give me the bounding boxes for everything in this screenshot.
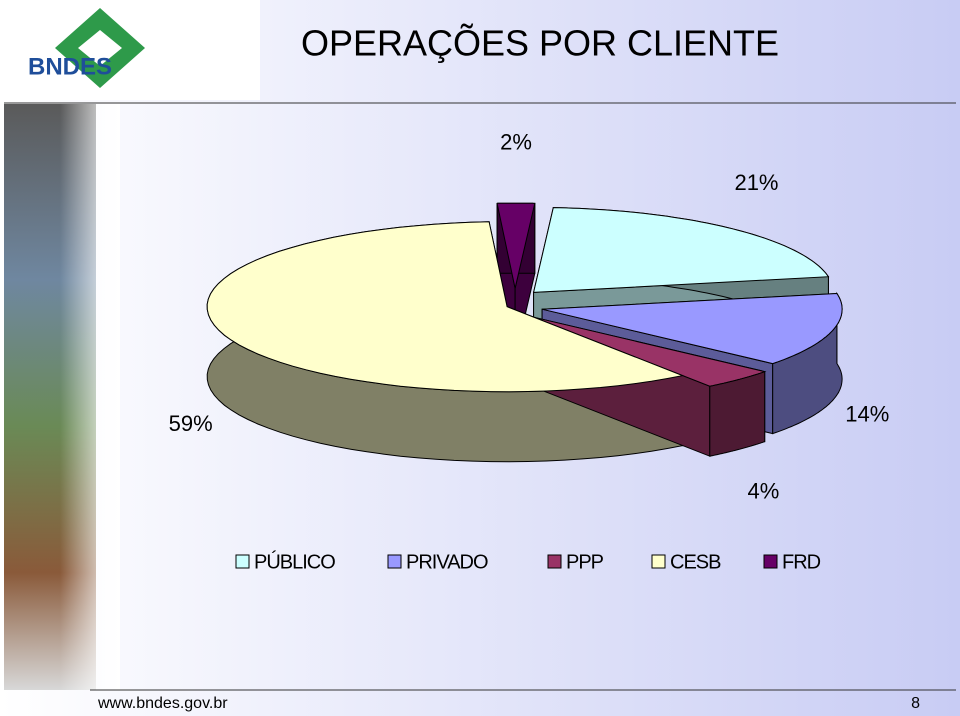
data-label: 21% [734,170,778,195]
legend: PÚBLICO PRIVADO PPP CESB FRD [235,550,822,573]
data-label: 59% [169,411,213,436]
legend-label: PRIVADO [406,551,488,573]
legend-label: PÚBLICO [254,550,335,573]
page-number: 8 [911,695,920,712]
legend-swatch [547,554,562,569]
legend-swatch [651,554,666,569]
logo-inner [78,30,122,66]
slice [541,292,843,365]
data-label: 4% [748,479,780,504]
slice [496,202,536,289]
legend-swatch [235,554,250,569]
legend-label: CESB [670,551,721,573]
slice [206,221,685,393]
legend-label: PPP [566,551,604,573]
footer-url: www.bndes.gov.br [97,695,228,712]
data-label: 14% [845,401,889,426]
data-label: 2% [500,130,532,155]
slice [532,207,830,293]
legend-label: FRD [782,551,821,573]
pie: 2% 21% 14% 4% 59% [169,130,890,504]
slice [533,316,767,387]
logo-text: BNDES [28,53,112,80]
photo-fade [60,104,120,690]
legend-swatch [763,554,778,569]
chart-title: OPERAÇÕES POR CLIENTE [301,23,779,64]
legend-swatch [387,554,402,569]
